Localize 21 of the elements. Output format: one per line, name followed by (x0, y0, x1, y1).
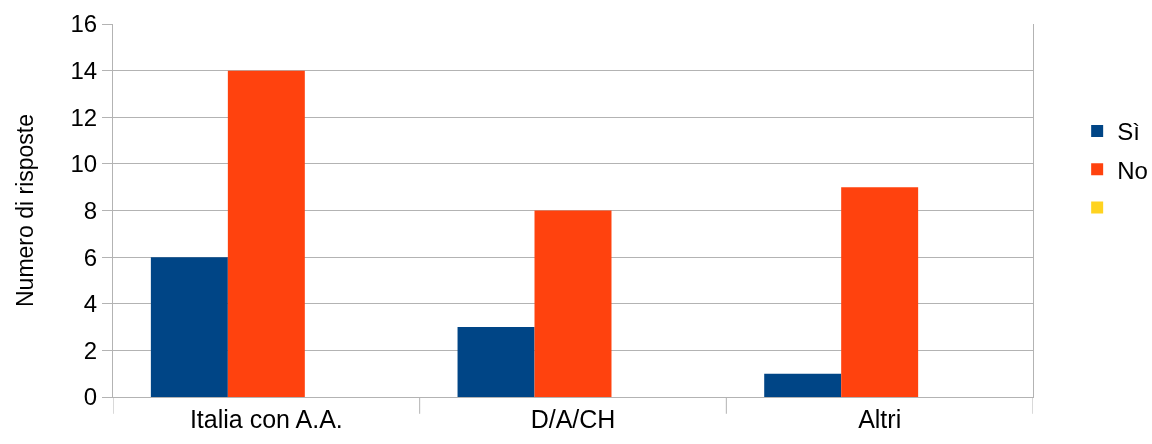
y-tick-label: 10 (70, 150, 98, 178)
y-tick-label: 8 (83, 196, 98, 224)
x-tick-label: D/A/CH (530, 405, 616, 433)
bar (841, 187, 919, 397)
x-tick-label: Italia con A.A. (189, 405, 343, 433)
y-tick-label: 14 (70, 57, 98, 85)
x-tick-label: Altri (858, 405, 902, 433)
y-tick-label: 2 (83, 336, 98, 364)
y-tick-label: 16 (70, 10, 98, 38)
bar (764, 373, 842, 397)
y-tick-label: 6 (83, 243, 98, 271)
bar (227, 70, 305, 397)
bar (457, 327, 535, 397)
bar (150, 257, 228, 397)
bar (534, 210, 612, 397)
legend-label: Sì (1117, 118, 1140, 146)
y-axis-title: Numero di risposte (11, 113, 38, 308)
y-tick-label: 12 (70, 103, 98, 131)
y-tick-label: 4 (83, 290, 98, 318)
legend-label: No (1117, 156, 1148, 184)
y-tick-label: 0 (83, 383, 98, 411)
